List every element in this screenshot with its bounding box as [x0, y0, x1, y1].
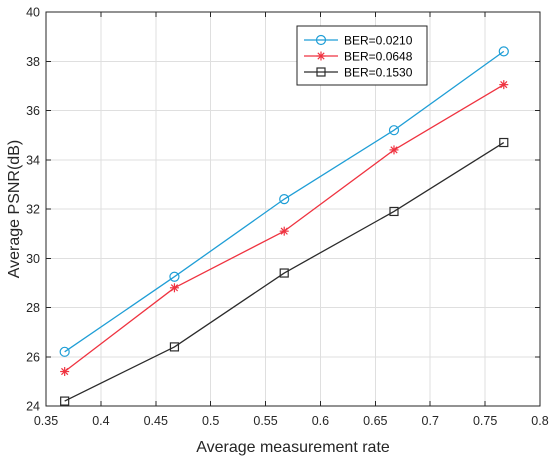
series-layer — [59, 46, 509, 406]
asterisk-stroke — [317, 52, 325, 60]
series-group — [60, 80, 509, 377]
legend-label: BER=0.1530 — [344, 66, 413, 80]
series-group — [60, 137, 509, 406]
data-point — [389, 206, 399, 217]
y-tick-label: 26 — [26, 350, 40, 364]
legend-entry: BER=0.1530 — [304, 66, 413, 80]
data-point — [388, 125, 400, 136]
data-point — [389, 145, 399, 155]
asterisk-stroke — [390, 146, 398, 154]
legend-entry: BER=0.0648 — [304, 50, 413, 64]
series-line — [64, 141, 505, 402]
x-tick-label: 0.55 — [253, 414, 277, 428]
series-line — [64, 50, 505, 353]
data-point — [279, 194, 290, 205]
data-point — [279, 226, 289, 236]
x-tick-label: 0.5 — [202, 414, 219, 428]
x-axis-label: Average measurement rate — [196, 439, 390, 456]
x-tick-label: 0.7 — [422, 414, 439, 428]
series-group — [59, 46, 509, 357]
axes-layer: 0.35 0.4 0.45 0.5 0.55 0.6 0.65 0.7 0.75 0.8 24 26 2… — [26, 6, 549, 429]
x-tick-label: 0.75 — [473, 414, 497, 428]
legend-label: BER=0.0210 — [344, 34, 413, 48]
x-tick-label: 0.6 — [312, 414, 329, 428]
asterisk-stroke — [500, 81, 508, 89]
data-point — [169, 342, 180, 352]
data-point — [169, 283, 179, 293]
data-point — [499, 137, 509, 148]
data-point — [279, 268, 289, 278]
y-tick-label: 28 — [26, 301, 40, 315]
asterisk-stroke — [280, 227, 288, 235]
data-point — [499, 80, 509, 90]
data-point — [59, 346, 70, 357]
asterisk-stroke — [61, 367, 69, 376]
x-tick-label: 0.45 — [144, 414, 168, 428]
y-tick-label: 32 — [26, 203, 40, 217]
y-tick-label: 40 — [26, 6, 40, 20]
data-point — [169, 271, 180, 282]
x-tick-label: 0.65 — [363, 414, 387, 428]
legend-label: BER=0.0648 — [344, 50, 413, 64]
asterisk-stroke — [170, 284, 179, 292]
y-tick-label: 24 — [26, 400, 40, 414]
y-tick-label: 34 — [26, 153, 40, 167]
legend: BER=0.0210 BER=0.0648 BER=0.1530 — [296, 25, 428, 86]
x-tick-label: 0.4 — [92, 414, 109, 428]
data-point — [60, 396, 70, 406]
y-tick-label: 36 — [26, 104, 40, 118]
legend-marker — [316, 51, 326, 61]
y-tick-label: 38 — [26, 55, 40, 69]
x-tick-label: 0.35 — [34, 414, 58, 428]
y-axis-label: Average PSNR(dB) — [6, 140, 23, 278]
data-point — [498, 46, 509, 57]
x-tick-label: 0.8 — [531, 414, 548, 428]
y-tick-label: 30 — [26, 252, 40, 266]
legend-marker — [316, 67, 326, 77]
legend-marker — [315, 34, 327, 46]
data-point — [60, 367, 70, 377]
legend-entry: BER=0.0210 — [304, 34, 413, 48]
